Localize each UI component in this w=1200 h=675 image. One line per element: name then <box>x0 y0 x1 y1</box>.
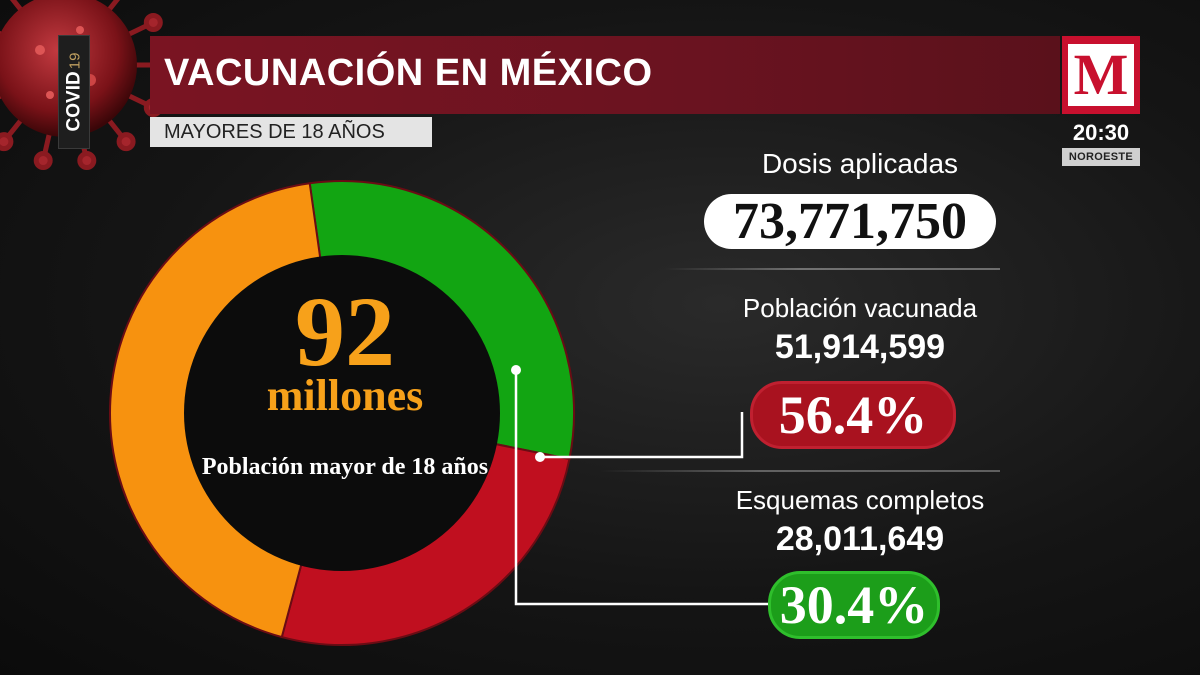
region-badge: NOROESTE <box>1062 148 1140 166</box>
divider <box>600 470 1000 472</box>
subtitle: MAYORES DE 18 AÑOS <box>150 117 432 147</box>
esquemas-percent: 30.4% <box>768 571 940 639</box>
connector-esquemas <box>514 370 770 606</box>
title-bar: VACUNACIÓN EN MÉXICO <box>150 36 1060 114</box>
donut-hole <box>184 255 500 571</box>
connector-dot-esquemas <box>511 365 521 375</box>
vacunada-percent: 56.4% <box>750 381 956 449</box>
esquemas-label: Esquemas completos <box>735 485 985 515</box>
logo-letter: M <box>1068 44 1134 106</box>
connector-dot-vacunada <box>535 452 545 462</box>
population-unit: millones <box>266 371 424 420</box>
esquemas-value: 28,011,649 <box>775 520 945 558</box>
covid-tag: COVID19 <box>58 35 90 149</box>
dosis-value: 73,771,750 <box>704 193 996 250</box>
connector-vacunada <box>540 412 744 459</box>
dosis-label: Dosis aplicadas <box>761 148 959 179</box>
divider <box>665 268 1000 270</box>
vacunada-value: 51,914,599 <box>774 328 946 366</box>
clock: 20:30 <box>1072 120 1130 145</box>
page-title: VACUNACIÓN EN MÉXICO <box>164 52 653 94</box>
vacunada-label: Población vacunada <box>742 293 978 323</box>
milenio-logo: M <box>1062 36 1140 114</box>
population-number: 92 <box>295 276 395 387</box>
population-description: Población mayor de 18 años <box>201 454 489 480</box>
